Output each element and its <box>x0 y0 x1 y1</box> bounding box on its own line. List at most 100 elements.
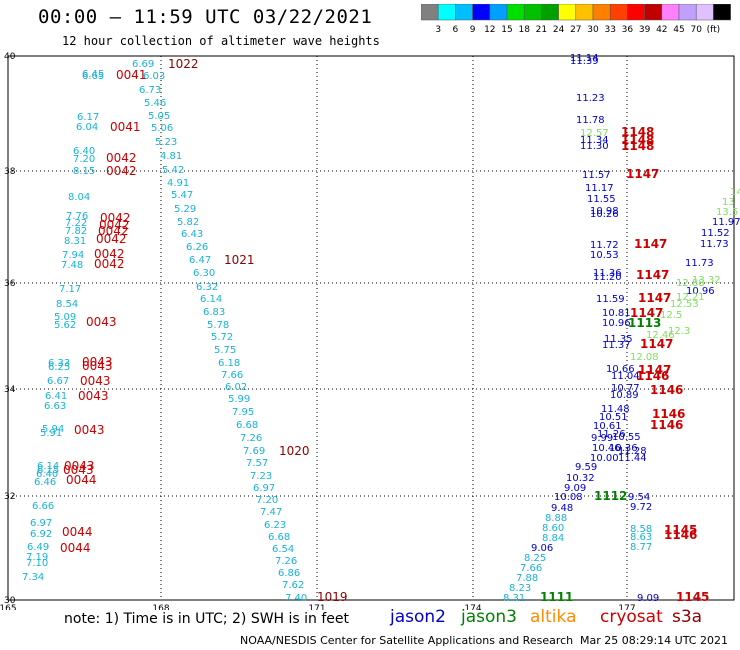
swh-value: 6.40 <box>36 469 58 480</box>
swh-value: 11.48 <box>601 404 630 415</box>
time-label: 1111 <box>540 590 573 604</box>
lat-tick-label: 34 <box>4 385 16 395</box>
swh-value: 13 <box>722 197 735 208</box>
swh-value: 8.58 <box>630 524 652 535</box>
swh-value: 12.08 <box>630 352 659 363</box>
credit-line: NOAA/NESDIS Center for Satellite Applica… <box>240 634 574 647</box>
footer-note: note: 1) Time is in UTC; 2) SWH is in fe… <box>64 611 350 627</box>
swh-value: 9.59 <box>575 462 597 473</box>
time-label: 1146 <box>664 528 697 542</box>
swh-value: 6.97 <box>253 483 275 494</box>
time-label: 1147 <box>640 337 673 351</box>
swh-value: 11.26 <box>597 429 626 440</box>
swh-value: 6.49 <box>27 542 49 553</box>
swh-value: 7.66 <box>221 370 243 381</box>
time-label: 0042 <box>98 224 129 238</box>
swh-value: 11.44 <box>618 453 647 464</box>
map-frame <box>7 55 735 601</box>
swh-value: 12.21 <box>676 292 705 303</box>
swh-value: 10.53 <box>590 250 619 261</box>
swh-value: 8.60 <box>542 523 564 534</box>
swh-value: 12.88 <box>676 278 705 289</box>
swh-value: 11.73 <box>685 258 714 269</box>
swh-value: 11.14 <box>570 53 599 64</box>
swh-value: 8.04 <box>68 192 90 203</box>
swh-value: 6.23 <box>264 520 286 531</box>
swh-value: 7.69 <box>243 446 265 457</box>
swh-value: 6.92 <box>30 529 52 540</box>
swh-value: 11.78 <box>576 115 605 126</box>
swh-value: 5.91 <box>40 428 62 439</box>
swh-value: 9.06 <box>531 543 553 554</box>
time-label: 0043 <box>82 359 113 373</box>
swh-value: 10.32 <box>566 473 595 484</box>
sat-altika: altika <box>530 607 577 627</box>
time-label: 0042 <box>100 211 131 225</box>
swh-value: 14 <box>730 187 740 198</box>
swh-value: 8.31 <box>503 593 525 604</box>
swh-value: 10.77 <box>611 383 640 394</box>
swh-value: 10.96 <box>602 318 631 329</box>
time-label: 1145 <box>664 523 697 537</box>
swh-value: 10.61 <box>593 421 622 432</box>
swh-value: 9.09 <box>637 593 659 604</box>
swh-value: 10.36 <box>609 443 638 454</box>
time-label: 1147 <box>636 268 669 282</box>
swh-value: 6.46 <box>34 477 56 488</box>
swh-value: 10.66 <box>606 364 635 375</box>
swh-value: 6.86 <box>278 568 300 579</box>
swh-value: 9.99 <box>591 433 613 444</box>
swh-value: 9.72 <box>630 502 652 513</box>
time-label: 0044 <box>66 473 97 487</box>
legend-label: 70 <box>690 25 702 34</box>
lon-tick-label: 168 <box>152 604 169 610</box>
time-label: 0043 <box>63 463 94 477</box>
time-label: 0043 <box>78 389 109 403</box>
swh-value: 6.68 <box>236 420 258 431</box>
swh-value: 6.65 <box>82 71 104 82</box>
swh-value: 11.57 <box>582 170 611 181</box>
swh-value: 5.62 <box>54 320 76 331</box>
time-label: 1020 <box>279 444 310 458</box>
swh-value: 9.09 <box>564 483 586 494</box>
swh-value: 6.18 <box>218 358 240 369</box>
swh-value: 4.91 <box>167 178 189 189</box>
time-label: 1147 <box>638 291 671 305</box>
swh-value: 8.15 <box>73 166 95 177</box>
swh-value: 11.52 <box>701 228 730 239</box>
swh-value: 11.28 <box>618 446 647 457</box>
swh-value: 5.06 <box>151 123 173 134</box>
swh-value: 10.46 <box>592 443 621 454</box>
time-label: 0043 <box>86 315 117 329</box>
swh-value: 8.31 <box>64 236 86 247</box>
swh-value: 10.81 <box>602 308 631 319</box>
swh-value: 6.45 <box>82 69 104 80</box>
swh-value: 9.54 <box>628 492 650 503</box>
swh-value: 13.32 <box>692 275 721 286</box>
legend-label: 15 <box>501 25 512 34</box>
swh-value: 8.84 <box>542 533 564 544</box>
swh-value: 5.05 <box>148 111 170 122</box>
swh-value: 7.57 <box>246 458 268 469</box>
swh-value: 5.29 <box>174 204 196 215</box>
swh-value: 5.94 <box>42 424 64 435</box>
swh-value: 6.47 <box>189 255 211 266</box>
swh-value: 6.30 <box>193 268 215 279</box>
generated-timestamp: Mar 25 08:29:14 UTC 2021 <box>580 634 728 647</box>
swh-value: 7.76 <box>66 211 88 222</box>
swh-value: 6.25 <box>48 362 70 373</box>
swh-value: 10.89 <box>610 390 639 401</box>
swh-value: 5.23 <box>155 137 177 148</box>
swh-value: 11.97 <box>712 217 740 228</box>
swh-value: 6.66 <box>32 501 54 512</box>
swh-value: 11.35 <box>604 334 633 345</box>
lat-tick-label: 30 <box>4 596 16 606</box>
swh-value: 10.96 <box>686 286 715 297</box>
swh-value: 6.33 <box>48 358 70 369</box>
swh-value: 8.63 <box>630 532 652 543</box>
swh-value: 6.03 <box>143 71 165 82</box>
swh-value: 7.20 <box>73 154 95 165</box>
swh-value: 7.20 <box>256 495 278 506</box>
swh-value: 8.88 <box>545 513 567 524</box>
time-label: 1112 <box>594 489 627 503</box>
